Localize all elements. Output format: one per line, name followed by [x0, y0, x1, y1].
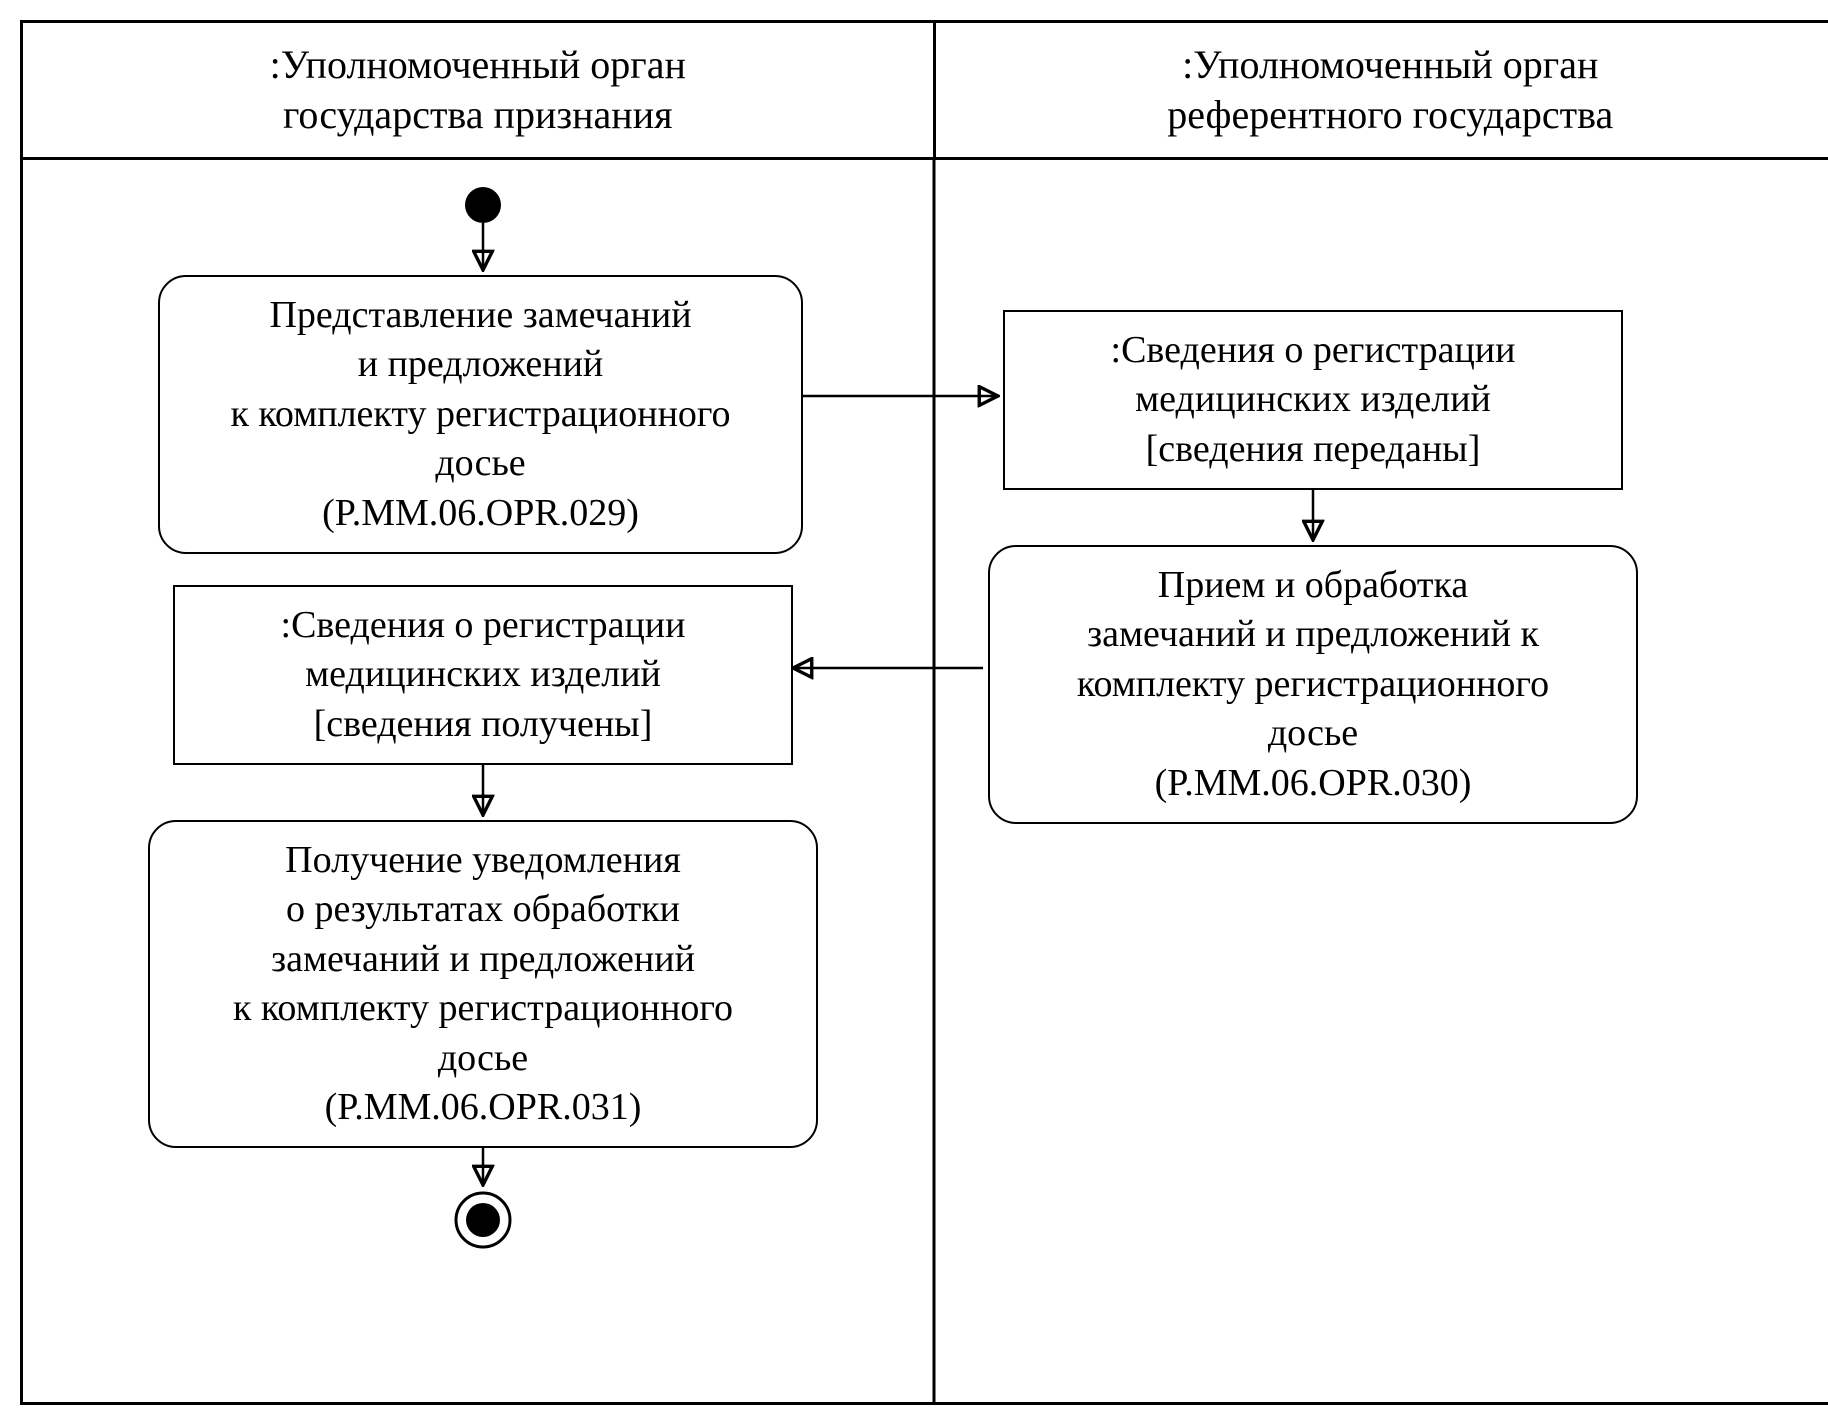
swimlane-body: Представление замечаний и предложений к …: [20, 160, 1828, 1405]
node-line: Получение уведомления: [285, 836, 681, 885]
swimlane-header-row: :Уполномоченный органгосударства признан…: [20, 20, 1828, 160]
node-line: досье: [435, 439, 525, 488]
object-sent: :Сведения о регистрации медицинских изде…: [1003, 310, 1623, 490]
final-node-outer-icon: [456, 1193, 510, 1247]
node-line: замечаний и предложений: [271, 935, 695, 984]
node-line: о результатах обработки: [286, 885, 680, 934]
node-line: к комплекту регистрационного: [233, 984, 733, 1033]
node-line: к комплекту регистрационного: [230, 390, 730, 439]
node-line: комплекту регистрационного: [1077, 660, 1549, 709]
node-line: досье: [1268, 709, 1358, 758]
node-line: :Сведения о регистрации: [281, 601, 686, 650]
activity-opr031: Получение уведомления о результатах обра…: [148, 820, 818, 1148]
node-line: Прием и обработка: [1158, 561, 1468, 610]
node-line: досье: [438, 1034, 528, 1083]
lane-divider: [933, 160, 936, 1402]
swimlane-header-left: :Уполномоченный органгосударства признан…: [23, 23, 936, 157]
activity-diagram: :Уполномоченный органгосударства признан…: [20, 20, 1828, 1405]
node-line: (P.MM.06.OPR.030): [1155, 759, 1472, 808]
node-line: медицинских изделий: [1135, 375, 1491, 424]
activity-opr030: Прием и обработка замечаний и предложени…: [988, 545, 1638, 824]
node-line: Представление замечаний: [269, 291, 691, 340]
node-line: (P.MM.06.OPR.031): [325, 1083, 642, 1132]
swimlane-header-right: :Уполномоченный органреферентного госуда…: [936, 23, 1828, 157]
node-line: [сведения получены]: [314, 700, 653, 749]
node-line: медицинских изделий: [305, 650, 661, 699]
final-node-inner-icon: [466, 1203, 500, 1237]
activity-opr029: Представление замечаний и предложений к …: [158, 275, 803, 554]
node-line: и предложений: [358, 340, 604, 389]
node-line: (P.MM.06.OPR.029): [322, 489, 639, 538]
node-line: :Сведения о регистрации: [1111, 326, 1516, 375]
initial-node-icon: [465, 187, 501, 223]
swimlane-title-left: :Уполномоченный органгосударства признан…: [270, 40, 686, 140]
node-line: [сведения переданы]: [1146, 425, 1481, 474]
node-line: замечаний и предложений к: [1087, 610, 1539, 659]
object-received: :Сведения о регистрации медицинских изде…: [173, 585, 793, 765]
swimlane-title-right: :Уполномоченный органреферентного госуда…: [1167, 40, 1613, 140]
